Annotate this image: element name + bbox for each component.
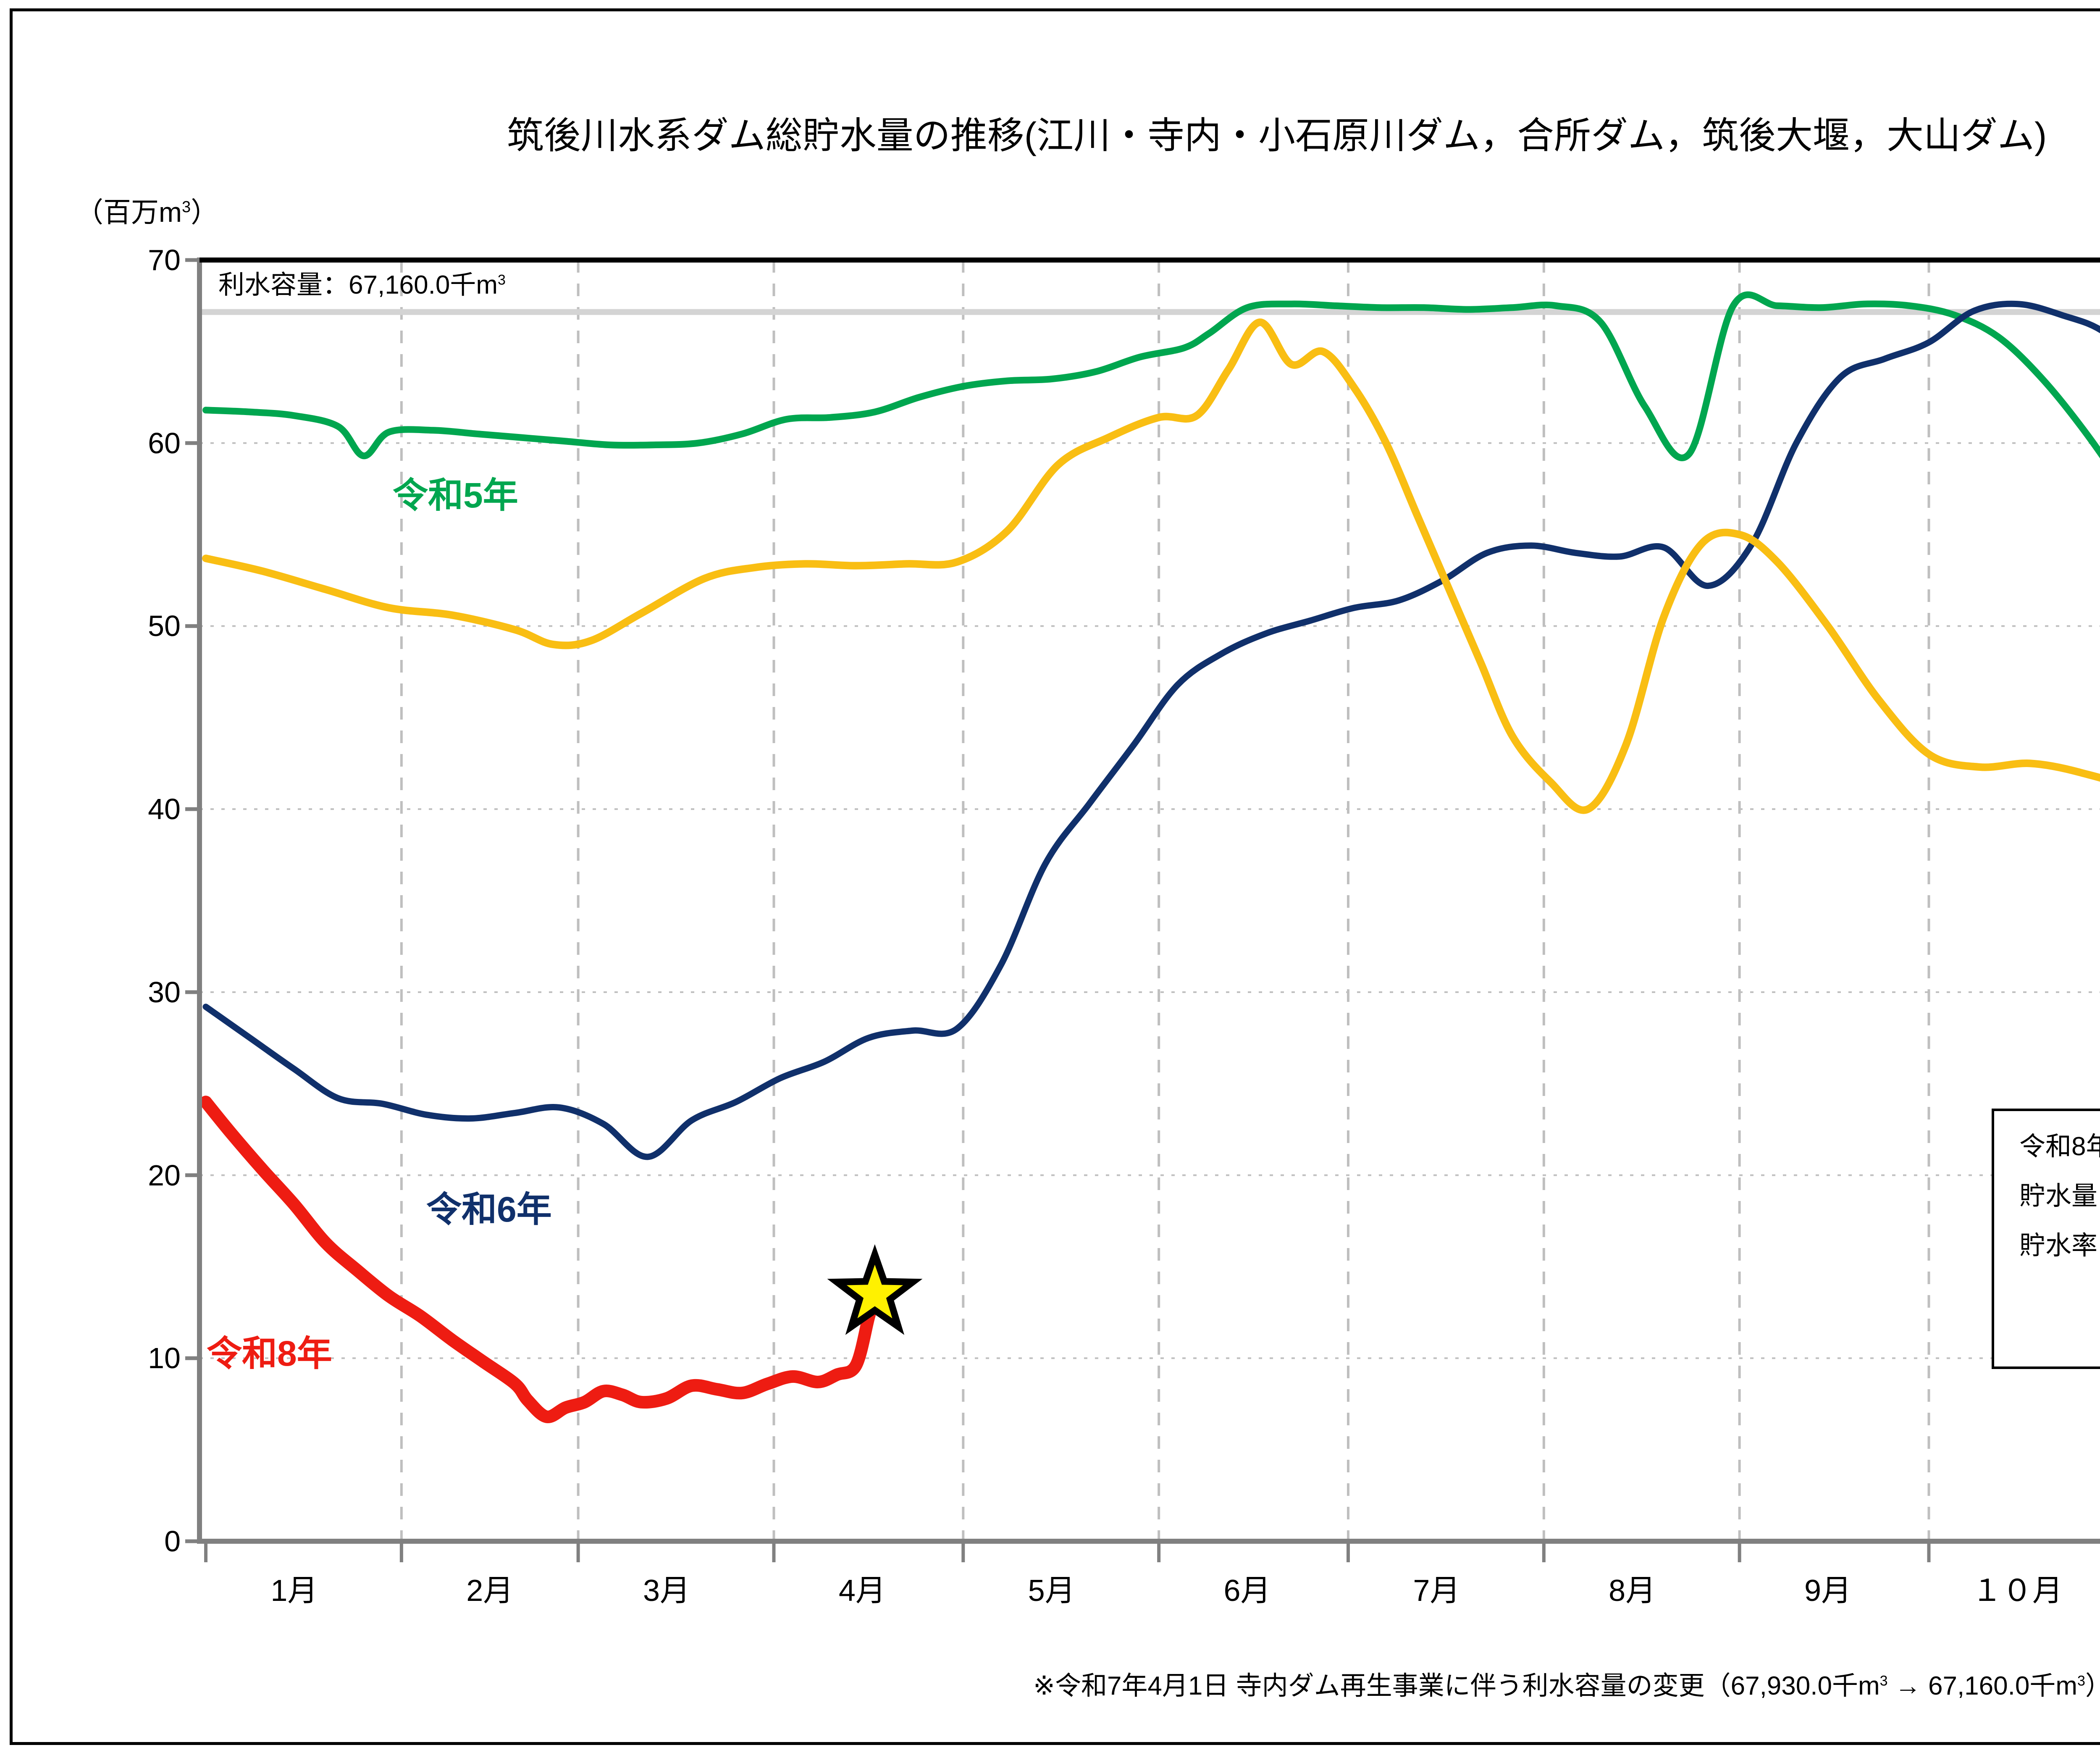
y-axis-tick-30: 30 bbox=[148, 975, 181, 1009]
capacity-annotation-text: 利水容量：67,160.0千m bbox=[218, 271, 498, 300]
footnote-part1: ※令和7年4月1日 寺内ダム再生事業に伴う利水容量の変更（67,930.0千m bbox=[1033, 1671, 1880, 1700]
y-axis-tick-labels: 0 10 20 30 40 50 60 70 bbox=[55, 244, 181, 1558]
x-axis-tick-labels: 1月2月3月4月5月6月7月8月9月１０月１１月１２月 bbox=[200, 1566, 2100, 1616]
footnote-part3: ） bbox=[2085, 1671, 2100, 1700]
y-axis-tick-50: 50 bbox=[148, 610, 181, 643]
page-title: 筑後川水系ダム総貯水量の推移(江川・寺内・小石原川ダム，合所ダム，筑後大堰，大山… bbox=[507, 115, 2047, 156]
capacity-annotation-superscript: 3 bbox=[498, 272, 506, 288]
x-axis-tick-10: １０月 bbox=[1971, 1574, 2063, 1608]
series-label-reiwa8: 令和8年 bbox=[207, 1334, 332, 1373]
x-axis-tick-9: 9月 bbox=[1804, 1574, 1852, 1608]
x-axis-tick-2: 2月 bbox=[466, 1574, 514, 1608]
series-label-reiwa6: 令和6年 bbox=[426, 1190, 552, 1229]
x-axis-tick-7: 7月 bbox=[1413, 1574, 1460, 1608]
x-axis-tick-8: 8月 bbox=[1609, 1574, 1656, 1608]
y-axis-tick-40: 40 bbox=[148, 793, 181, 826]
current-value-marker bbox=[827, 1244, 923, 1335]
chart-frame: 筑後川水系ダム総貯水量の推移(江川・寺内・小石原川ダム，合所ダム，筑後大堰，大山… bbox=[10, 8, 2100, 1745]
x-axis-tick-3: 3月 bbox=[643, 1574, 690, 1608]
x-axis-tick-4: 4月 bbox=[838, 1574, 886, 1608]
y-axis-tick-0: 0 bbox=[164, 1525, 181, 1558]
chart-svg bbox=[185, 258, 2100, 1562]
status-storage-text: 貯水量：13,492.9千m bbox=[2019, 1182, 2100, 1211]
y-axis-tick-10: 10 bbox=[148, 1342, 181, 1375]
grid-lines bbox=[200, 259, 2100, 1541]
footnote-superscript-2: 3 bbox=[2077, 1673, 2085, 1689]
y-axis-unit-label: （百万m3） bbox=[76, 190, 218, 230]
y-axis-tick-60: 60 bbox=[148, 426, 181, 460]
x-axis-tick-1: 1月 bbox=[270, 1574, 318, 1608]
status-rate-line: 貯水率：20.1% bbox=[2019, 1231, 2100, 1260]
plot-area bbox=[185, 258, 2100, 1562]
y-axis-unit-superscript: 3 bbox=[181, 198, 191, 216]
x-axis-tick-5: 5月 bbox=[1028, 1574, 1075, 1608]
series-label-reiwa5: 令和5年 bbox=[393, 476, 518, 515]
x-axis-tick-6: 6月 bbox=[1223, 1574, 1271, 1608]
footnote: ※令和7年4月1日 寺内ダム再生事業に伴う利水容量の変更（67,930.0千m3… bbox=[1033, 1664, 2100, 1702]
y-axis-unit-suffix: ） bbox=[191, 197, 219, 228]
footnote-superscript-1: 3 bbox=[1880, 1673, 1888, 1689]
y-axis-tick-70: 70 bbox=[148, 244, 181, 276]
current-status-box: 令和8年4月17日現在 貯水量：13,492.9千m3 貯水率：20.1% bbox=[1992, 1109, 2100, 1369]
y-axis-unit-prefix: （百万m bbox=[76, 197, 182, 228]
status-date-line: 令和8年4月17日現在 bbox=[2019, 1132, 2100, 1161]
axis-lines bbox=[185, 258, 2100, 1562]
footnote-part2: → 67,160.0千m bbox=[1887, 1671, 2077, 1700]
y-axis-tick-20: 20 bbox=[148, 1159, 181, 1192]
status-storage-line: 貯水量：13,492.9千m3 bbox=[2019, 1183, 2100, 1209]
series-lines bbox=[200, 291, 2100, 1423]
capacity-annotation: 利水容量：67,160.0千m3 bbox=[218, 263, 506, 301]
